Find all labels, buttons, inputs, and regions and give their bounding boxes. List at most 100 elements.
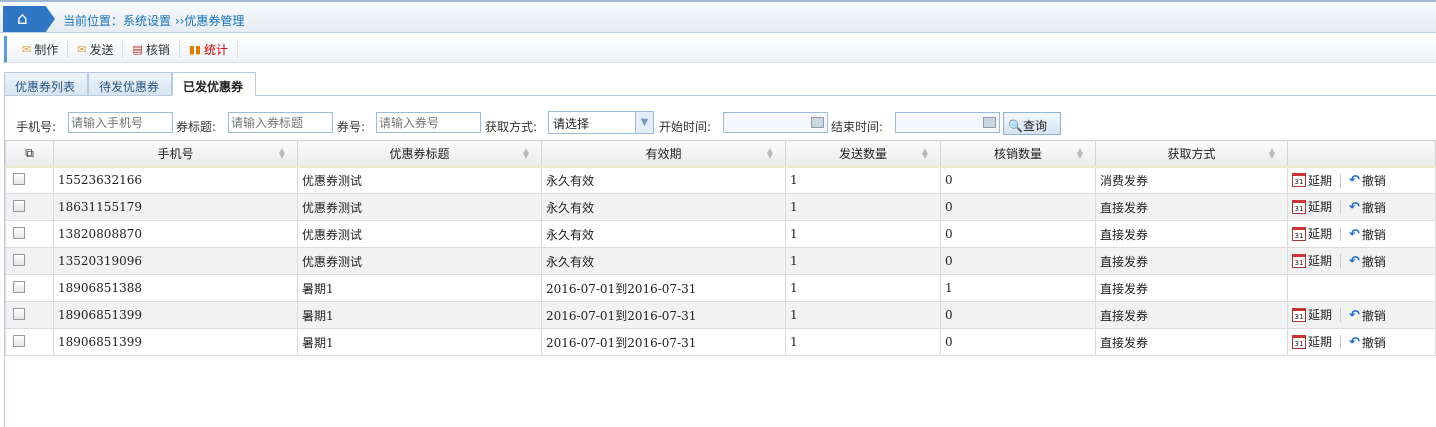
select-all-checkbox[interactable]: ⧉ xyxy=(5,140,54,168)
stats-icon: ▮▮ xyxy=(188,42,201,56)
sort-icon[interactable]: ▲ ▼ xyxy=(921,146,928,160)
row-checkbox[interactable] xyxy=(13,253,25,266)
end-time-input[interactable] xyxy=(895,112,1000,133)
column-header-sent-count[interactable]: 发送数量 ▲ ▼ xyxy=(785,140,941,168)
phone-input[interactable] xyxy=(68,112,173,133)
cell-validity: 永久有效 xyxy=(541,193,786,221)
method-select[interactable]: 请选择 ▼ xyxy=(548,111,654,134)
end-time-label: 结束时间: xyxy=(831,120,884,134)
table-row[interactable]: 18906851399 暑期1 2016-07-01到2016-07-31 1 0 直接发… xyxy=(5,301,1436,329)
code-label: 券号: xyxy=(337,120,366,134)
revoke-button[interactable]: ↶ 撤销 xyxy=(1349,226,1386,242)
table-row[interactable]: 18906851388 暑期1 2016-07-01到2016-07-31 1 1 直接发… xyxy=(5,274,1436,302)
column-header-phone[interactable]: 手机号 ▲ ▼ xyxy=(53,140,298,168)
verify-button[interactable]: ▤ 核销 xyxy=(123,41,180,57)
stats-button[interactable]: ▮▮ 统计 xyxy=(180,41,239,57)
sort-icon[interactable]: ▲ ▼ xyxy=(1268,146,1275,160)
make-button[interactable]: ✉ 制作 xyxy=(13,41,69,57)
table-row[interactable]: 15523632166 优惠券测试 永久有效 1 0 消费发券 31 延期 ↶ 撤销 xyxy=(5,166,1436,194)
cell-validity: 2016-07-01到2016-07-31 xyxy=(541,274,786,302)
revoke-button[interactable]: ↶ 撤销 xyxy=(1349,334,1386,350)
cell-method: 直接发券 xyxy=(1095,328,1288,356)
sort-icon[interactable]: ▲ ▼ xyxy=(1076,146,1083,160)
calendar-icon[interactable] xyxy=(983,117,996,128)
filter-bar: 手机号: 券标题: 券号: 获取方式: 请选择▼ 开始时间: 结束时间: 🔍查询 xyxy=(0,110,1436,136)
tab-pending-coupons[interactable]: 待发优惠券 xyxy=(88,72,172,96)
table-row[interactable]: 18906851399 暑期1 2016-07-01到2016-07-31 1 0 直接发… xyxy=(5,328,1436,356)
column-header-method[interactable]: 获取方式 ▲ ▼ xyxy=(1095,140,1288,168)
undo-icon: ↶ xyxy=(1349,334,1360,350)
cell-validity: 永久有效 xyxy=(541,247,786,275)
revoke-button[interactable]: ↶ 撤销 xyxy=(1349,307,1386,323)
calendar-icon: 31 xyxy=(1292,334,1306,349)
revoke-button[interactable]: ↶ 撤销 xyxy=(1349,253,1386,269)
row-checkbox-cell[interactable] xyxy=(5,193,54,221)
column-header-title[interactable]: 优惠券标题 ▲ ▼ xyxy=(297,140,542,168)
tab-coupon-list[interactable]: 优惠券列表 xyxy=(4,72,88,96)
revoke-button[interactable]: ↶ 撤销 xyxy=(1349,199,1386,215)
title-label: 券标题: xyxy=(176,120,217,134)
row-checkbox-cell[interactable] xyxy=(5,247,54,275)
cell-redeemed-count: 0 xyxy=(940,166,1096,194)
toolbar: ✉ 制作 ✉ 发送 ▤ 核销 ▮▮ 统计 xyxy=(4,36,1436,63)
chevron-down-icon[interactable]: ▼ xyxy=(635,112,653,133)
extend-button[interactable]: 31 延期 xyxy=(1292,225,1332,242)
cell-actions: 31 延期 ↶ 撤销 xyxy=(1287,193,1436,221)
search-icon: 🔍 xyxy=(1008,119,1023,133)
cell-validity: 2016-07-01到2016-07-31 xyxy=(541,328,786,356)
coupon-table: ⧉ 手机号 ▲ ▼ 优惠券标题 ▲ ▼ 有效期 ▲ ▼ 发送数量 ▲ ▼ 核销数量 ▲ ▼ 获取方式… xyxy=(5,140,1436,356)
row-checkbox[interactable] xyxy=(13,334,25,347)
row-checkbox[interactable] xyxy=(13,307,25,320)
row-checkbox-cell[interactable] xyxy=(5,328,54,356)
home-icon[interactable]: ⌂ xyxy=(3,6,55,32)
column-header-validity[interactable]: 有效期 ▲ ▼ xyxy=(541,140,786,168)
row-checkbox[interactable] xyxy=(13,172,25,185)
cell-method: 消费发券 xyxy=(1095,166,1288,194)
cell-actions xyxy=(1287,274,1436,302)
cell-redeemed-count: 0 xyxy=(940,301,1096,329)
row-checkbox-cell[interactable] xyxy=(5,220,54,248)
title-input[interactable] xyxy=(228,112,333,133)
extend-button[interactable]: 31 延期 xyxy=(1292,306,1332,323)
cell-actions: 31 延期 ↶ 撤销 xyxy=(1287,247,1436,275)
cell-actions: 31 延期 ↶ 撤销 xyxy=(1287,166,1436,194)
calendar-icon[interactable] xyxy=(811,117,824,128)
extend-button[interactable]: 31 延期 xyxy=(1292,333,1332,350)
extend-button[interactable]: 31 延期 xyxy=(1292,198,1332,215)
cell-title: 优惠券测试 xyxy=(297,220,542,248)
cell-method: 直接发券 xyxy=(1095,301,1288,329)
cell-redeemed-count: 0 xyxy=(940,247,1096,275)
row-checkbox[interactable] xyxy=(13,226,25,239)
cell-method: 直接发券 xyxy=(1095,274,1288,302)
start-time-input[interactable] xyxy=(723,112,828,133)
cell-redeemed-count: 0 xyxy=(940,328,1096,356)
table-row[interactable]: 13820808870 优惠券测试 永久有效 1 0 直接发券 31 延期 ↶ 撤销 xyxy=(5,220,1436,248)
table-row[interactable]: 18631155179 优惠券测试 永久有效 1 0 直接发券 31 延期 ↶ 撤销 xyxy=(5,193,1436,221)
extend-button[interactable]: 31 延期 xyxy=(1292,172,1332,189)
tab-sent-coupons[interactable]: 已发优惠券 xyxy=(172,72,256,96)
row-checkbox-cell[interactable] xyxy=(5,301,54,329)
content-frame xyxy=(4,96,1436,427)
row-checkbox-cell[interactable] xyxy=(5,166,54,194)
cell-phone: 18906851399 xyxy=(53,328,298,356)
undo-icon: ↶ xyxy=(1349,199,1360,215)
row-checkbox-cell[interactable] xyxy=(5,274,54,302)
revoke-button[interactable]: ↶ 撤销 xyxy=(1349,173,1386,188)
sort-icon[interactable]: ▲ ▼ xyxy=(766,146,773,160)
query-button[interactable]: 🔍查询 xyxy=(1003,112,1061,135)
sort-icon[interactable]: ▲ ▼ xyxy=(522,146,529,160)
cell-phone: 13520319096 xyxy=(53,247,298,275)
row-checkbox[interactable] xyxy=(13,280,25,293)
send-button[interactable]: ✉ 发送 xyxy=(68,41,124,57)
cell-phone: 18906851399 xyxy=(53,301,298,329)
cell-actions: 31 延期 ↶ 撤销 xyxy=(1287,220,1436,248)
table-row[interactable]: 13520319096 优惠券测试 永久有效 1 0 直接发券 31 延期 ↶ 撤销 xyxy=(5,247,1436,275)
sort-icon[interactable]: ▲ ▼ xyxy=(278,146,285,160)
column-header-actions xyxy=(1287,140,1436,168)
column-header-redeemed-count[interactable]: 核销数量 ▲ ▼ xyxy=(940,140,1096,168)
code-input[interactable] xyxy=(376,112,481,133)
undo-icon: ↶ xyxy=(1349,253,1360,269)
cell-title: 优惠券测试 xyxy=(297,247,542,275)
extend-button[interactable]: 31 延期 xyxy=(1292,252,1332,269)
row-checkbox[interactable] xyxy=(13,199,25,212)
